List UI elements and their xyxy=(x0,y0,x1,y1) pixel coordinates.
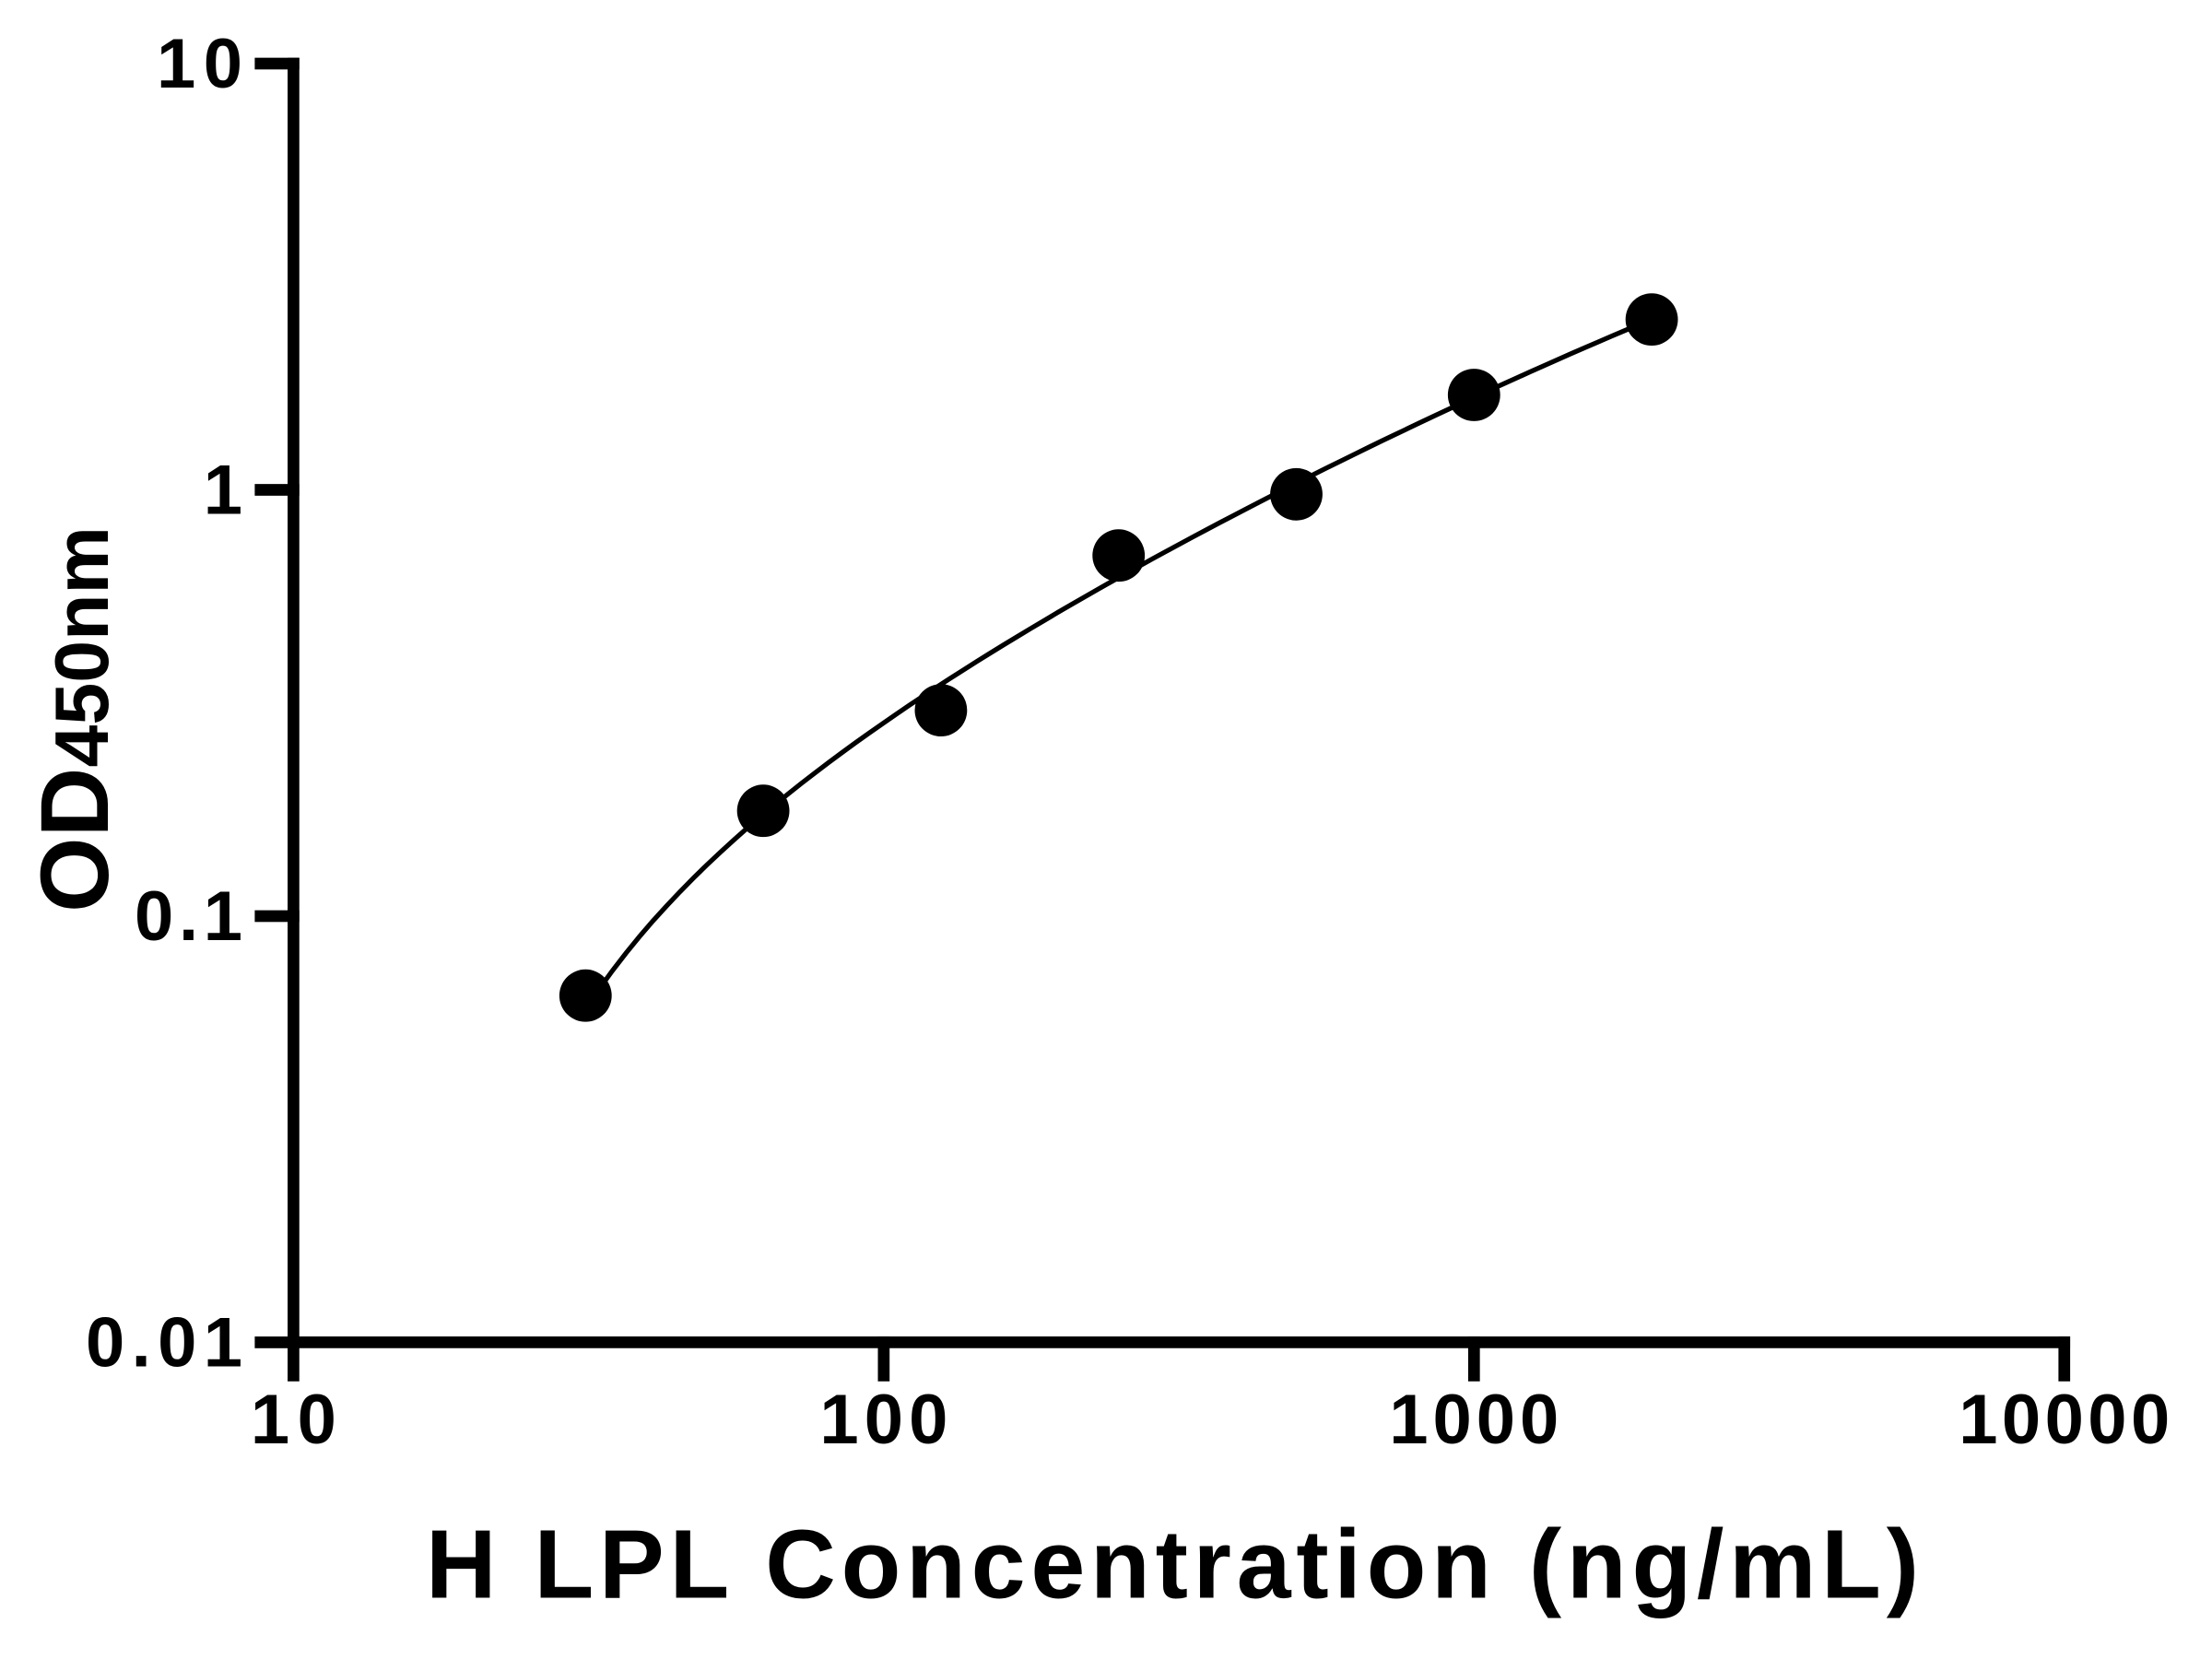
svg-text:1: 1 xyxy=(204,452,242,530)
svg-text:0.1: 0.1 xyxy=(135,877,242,956)
svg-text:0.01: 0.01 xyxy=(86,1304,242,1382)
svg-text:H LPL Concentration (ng/mL): H LPL Concentration (ng/mL) xyxy=(426,1511,1919,1619)
svg-text:10000: 10000 xyxy=(1959,1381,2170,1459)
svg-text:OD450nm: OD450nm xyxy=(21,526,129,912)
svg-text:100: 100 xyxy=(819,1381,947,1459)
